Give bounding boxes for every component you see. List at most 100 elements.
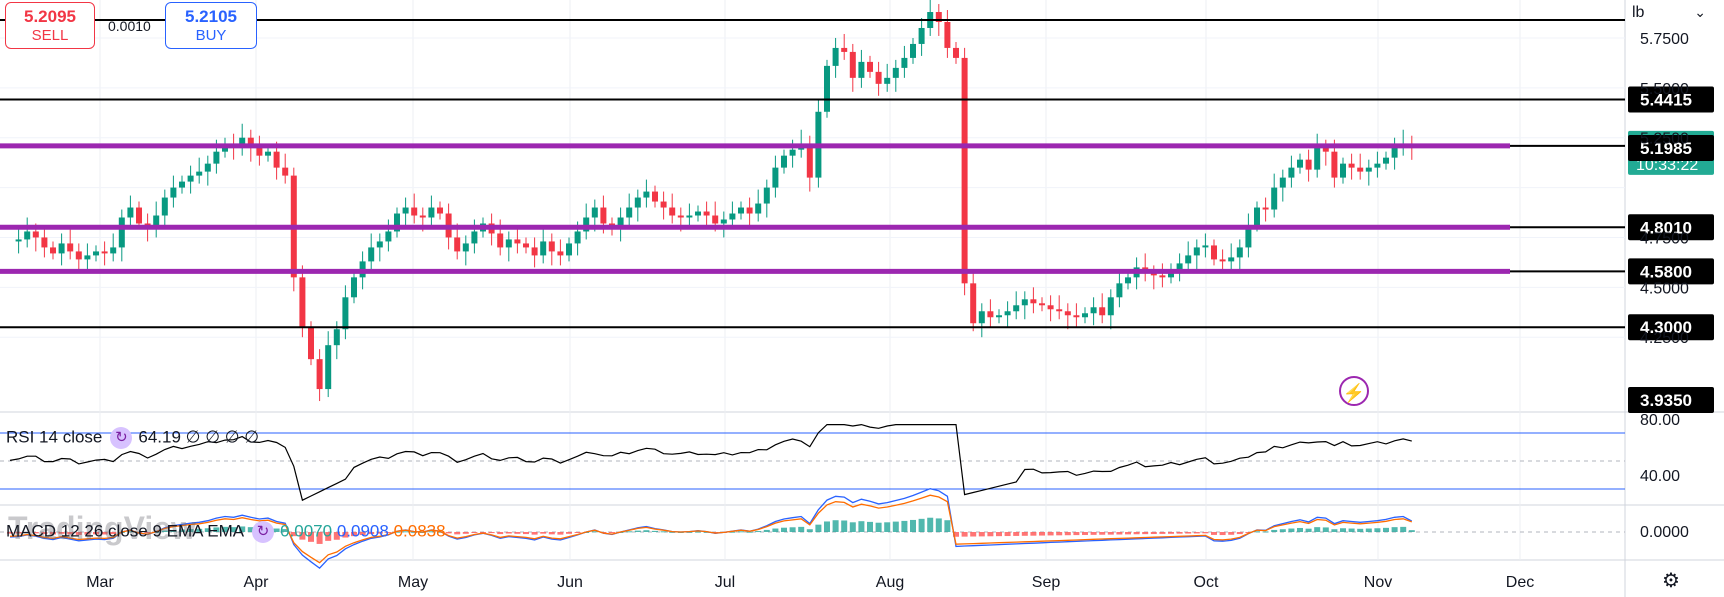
candle-body (1030, 299, 1037, 304)
lightning-icon[interactable]: ⚡ (1339, 376, 1369, 406)
macd-histogram-bar (1099, 532, 1106, 535)
macd-histogram-bar (1400, 526, 1407, 532)
countdown-label: 10:33:22 (1636, 157, 1698, 174)
candle-body (394, 213, 400, 232)
candle-body (978, 311, 985, 324)
macd-legend[interactable]: MACD 12 26 close 9 EMA EMA ↻ 0.0070 0.0908… (6, 521, 446, 543)
macd-histogram-bar (402, 531, 409, 533)
macd-histogram-bar (1228, 532, 1235, 535)
macd-histogram-bar (1211, 532, 1217, 535)
macd-histogram-bar (376, 532, 383, 534)
month-tick: Sep (1032, 574, 1061, 591)
rsi-pane: 80.00 40.00 (0, 412, 1680, 502)
candle-body (1159, 275, 1166, 278)
macd-histogram-bar (222, 526, 228, 532)
candle-body (196, 171, 203, 176)
price-label-bg (1628, 387, 1714, 414)
candle-body (712, 215, 719, 224)
macd-histogram-bar (316, 532, 323, 544)
macd-histogram-bar (1348, 528, 1355, 532)
candle-body (867, 61, 873, 72)
macd-histogram-bar (1142, 532, 1149, 535)
macd-histogram-bar (1288, 528, 1295, 532)
candle-body (1021, 299, 1028, 306)
candle-body (84, 255, 91, 260)
loading-icon: ↻ (110, 427, 133, 449)
macd-histogram-bar (892, 521, 899, 532)
settings-icon[interactable]: ⚙ (1662, 570, 1680, 592)
price-label: 5.4415 (1640, 91, 1692, 110)
price-axis[interactable]: 5.7500 5.5000 5.2500 4.7500 4.5000 4.2500 (1640, 31, 1689, 347)
price-label-bg (1628, 314, 1714, 341)
candle-body (772, 167, 779, 188)
candle-body (1365, 167, 1372, 172)
macd-histogram-bar (566, 532, 572, 534)
macd-histogram-bar (901, 520, 908, 532)
horizontal-levels[interactable]: 5.44155.209010:33:225.19854.80104.58004.… (0, 19, 1714, 414)
candle-body (1374, 163, 1381, 168)
macd-histogram-bar (789, 527, 796, 532)
buy-button[interactable]: 5.2105 BUY (165, 2, 257, 49)
candle-body (1185, 255, 1192, 264)
unit-select[interactable]: lb ⌄ (1632, 4, 1712, 30)
candle-body (703, 211, 710, 216)
macd-histogram-bar (695, 531, 701, 533)
candle-body (471, 231, 478, 244)
macd-histogram-bar (1322, 527, 1329, 532)
candle-body (617, 217, 624, 230)
candle-body (308, 327, 314, 360)
candle-body (566, 243, 572, 256)
macd-histogram-bar (1047, 532, 1054, 536)
candle-body (746, 207, 753, 214)
rsi-line (9, 423, 1412, 502)
candle-body (368, 247, 375, 262)
candle-body (385, 231, 392, 242)
macd-histogram-bar (652, 530, 658, 532)
sell-button[interactable]: 5.2095 SELL (5, 2, 95, 49)
candle-body (763, 187, 770, 204)
macd-histogram-bar (196, 528, 203, 532)
candle-body (832, 47, 839, 66)
candle-body (1193, 247, 1200, 256)
candle-body (729, 213, 736, 220)
macd-histogram-bar (213, 527, 220, 532)
candle-body (557, 251, 564, 256)
candle-body (755, 203, 762, 214)
macd-histogram-bar (1056, 532, 1063, 536)
candle-body (1219, 259, 1226, 262)
sell-price: 5.2095 (24, 7, 76, 26)
macd-histogram-bar (1331, 529, 1338, 532)
candle-body (1254, 207, 1260, 226)
candle-body (1391, 147, 1398, 158)
macd-histogram-bar (858, 521, 865, 532)
candle-body (454, 237, 461, 252)
macd-histogram-bar (806, 529, 813, 532)
macd-histogram-bar (824, 521, 830, 532)
macd-histogram-bar (187, 529, 194, 532)
time-axis[interactable]: Mar Apr May Jun Jul Aug Sep Oct Nov Dec (86, 574, 1534, 591)
price-label: 4.3000 (1640, 318, 1692, 337)
candle-body (875, 71, 882, 84)
macd-histogram-bar (1073, 532, 1080, 536)
macd-histogram-bar (1013, 532, 1020, 536)
macd-histogram-bar (918, 518, 925, 532)
rsi-value: 64.19 (138, 427, 181, 447)
candle-body (1176, 263, 1183, 270)
macd-histogram-bar (93, 532, 99, 535)
candle-body (1099, 307, 1106, 316)
price-label: 4.8010 (1640, 218, 1692, 237)
macd-histogram-bar (1340, 528, 1346, 532)
macd-histogram-bar (462, 532, 469, 534)
macd-histogram-bar (1202, 532, 1209, 534)
candle-body (849, 51, 856, 78)
macd-histogram-bar (798, 526, 805, 532)
candle-body (686, 215, 693, 218)
candle-body (1288, 167, 1295, 178)
rsi-legend[interactable]: RSI 14 close ↻ 64.19 ∅ ∅ ∅ ∅ (6, 427, 259, 449)
macd-histogram-bar (161, 530, 168, 532)
macd-histogram-bar (1271, 529, 1278, 532)
candle-body (1279, 177, 1286, 188)
macd-histogram-bar (273, 528, 280, 532)
